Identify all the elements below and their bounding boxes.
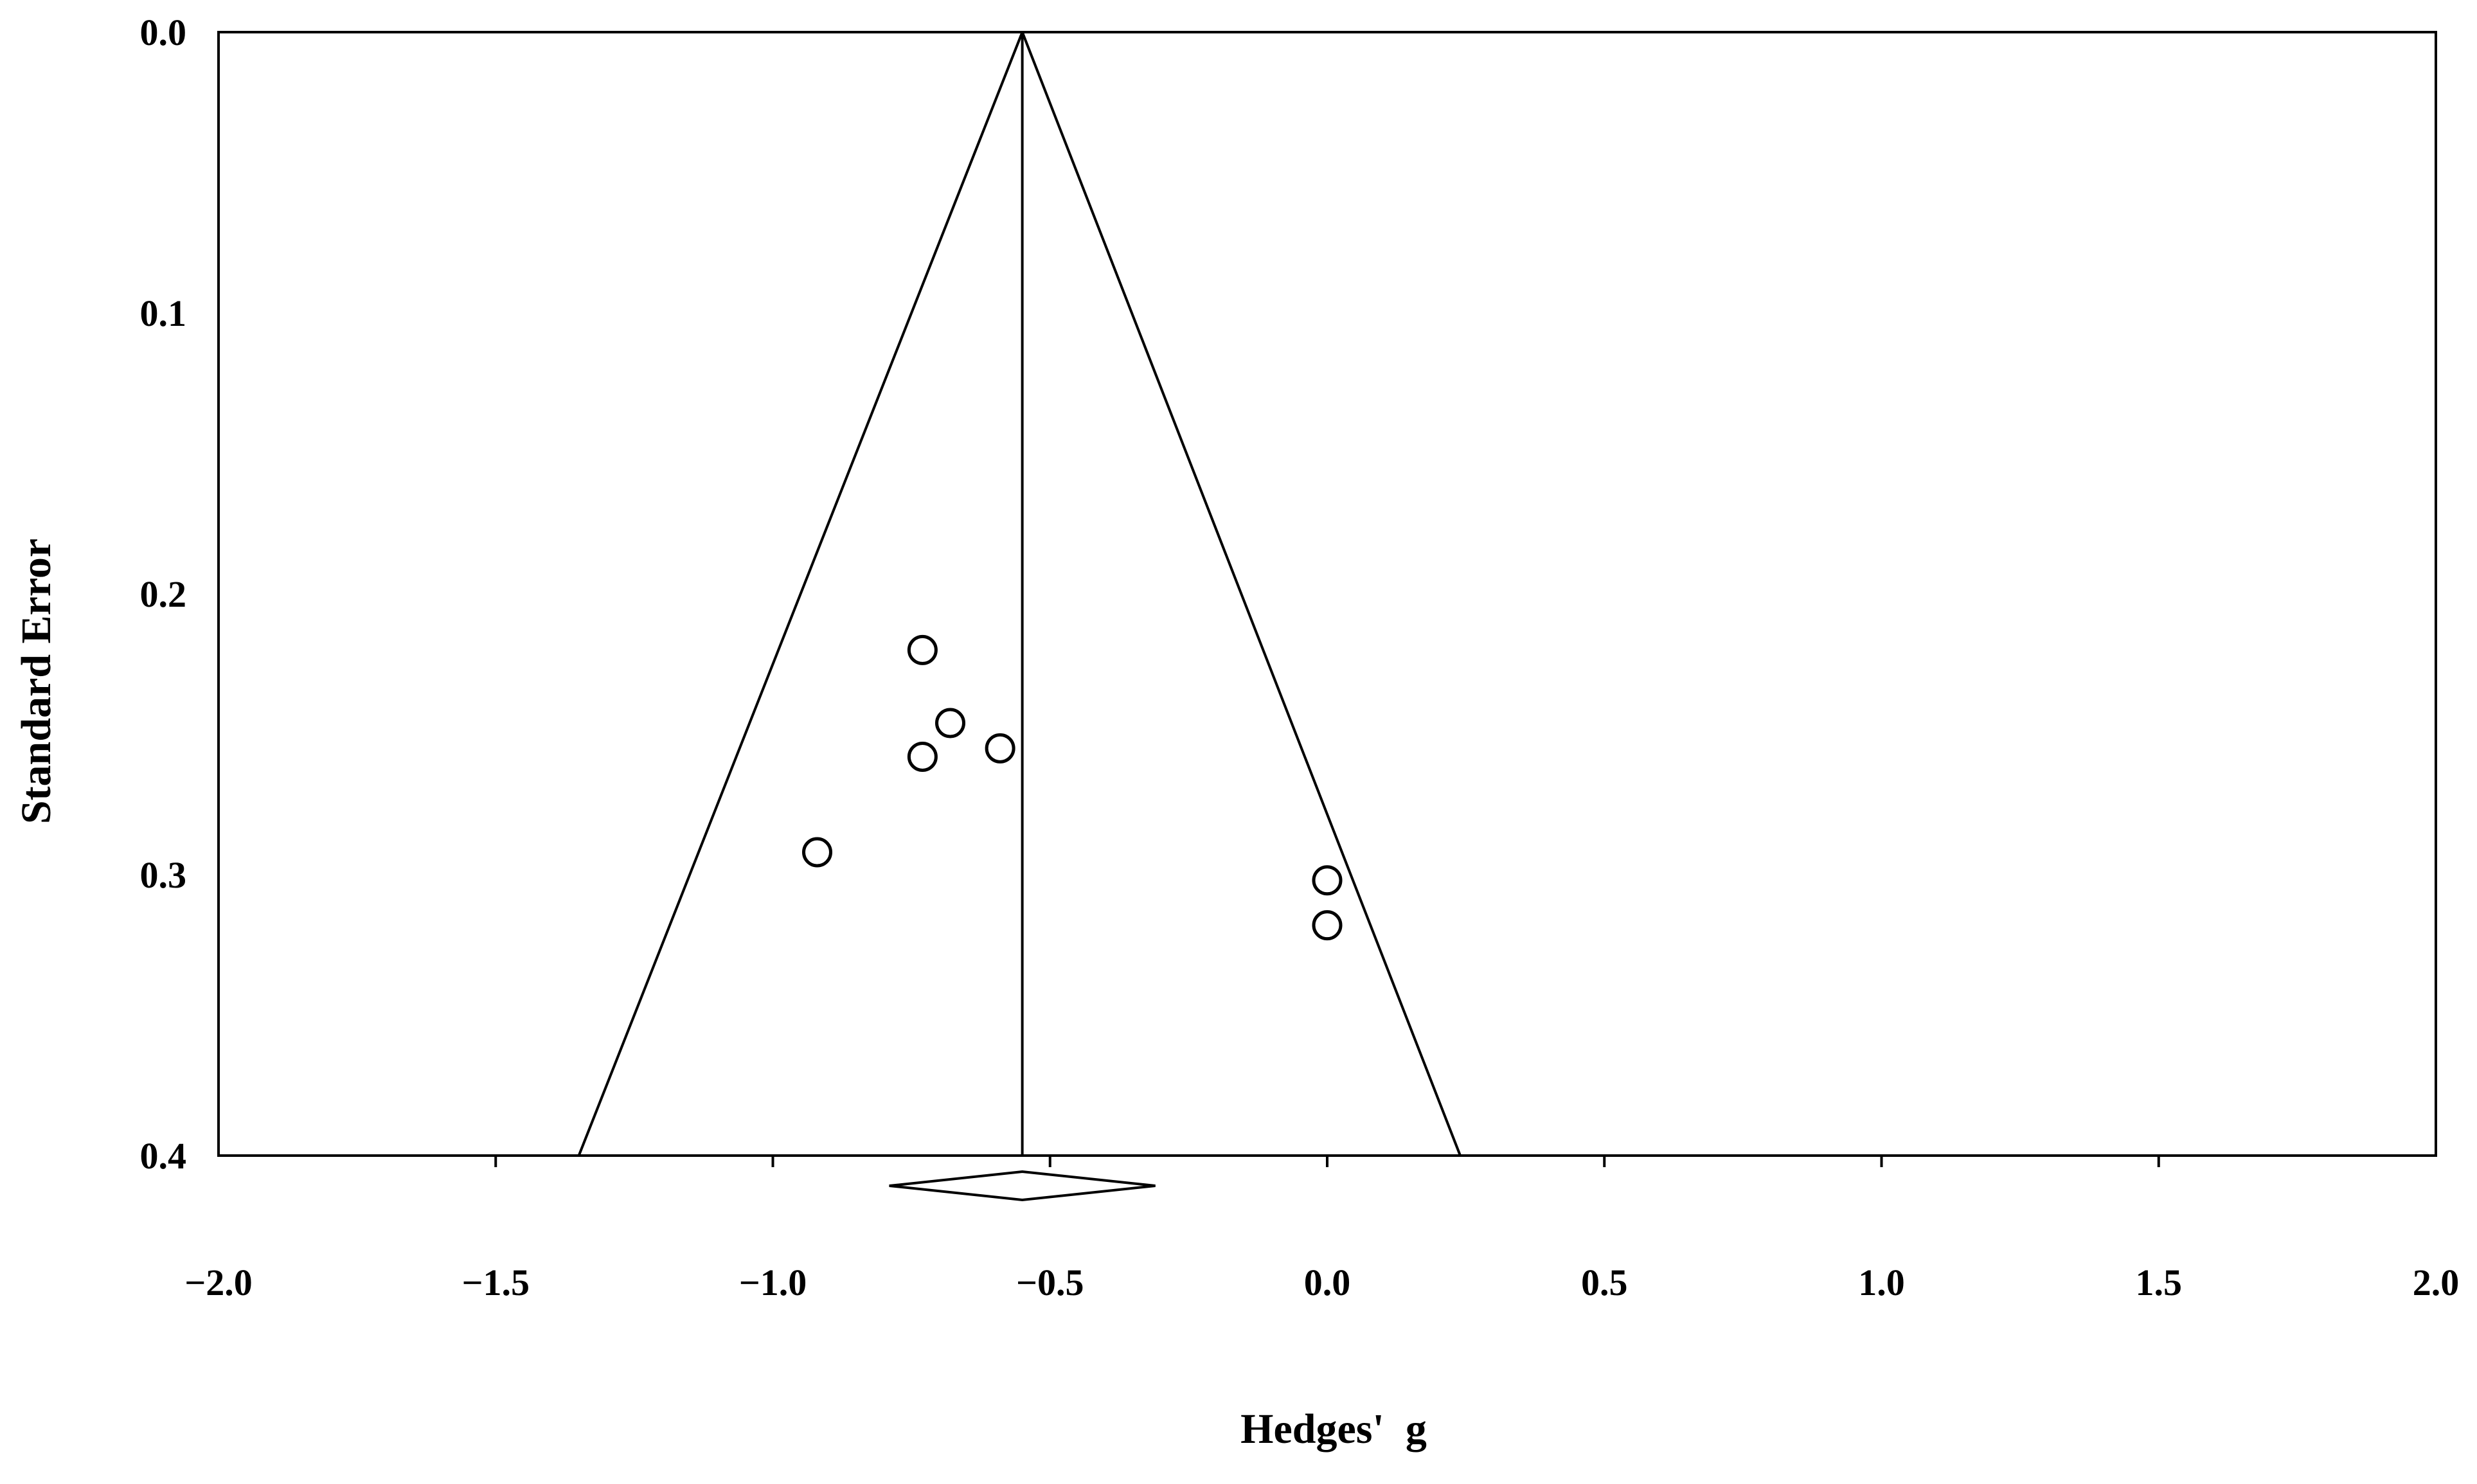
x-tick-label: 1.0: [1858, 1262, 1905, 1303]
study-point: [935, 708, 965, 738]
study-points: [802, 634, 1343, 941]
y-tick-label: 0.1: [140, 292, 187, 334]
y-axis: 0.0 0.1 0.2 0.3 0.4: [140, 12, 187, 1177]
summary-diamond-layer: [889, 1170, 1156, 1202]
x-tick-label: 1.5: [2136, 1262, 2183, 1303]
plot-frame: [217, 31, 2437, 1157]
study-point: [907, 741, 938, 772]
y-tick-label: 0.3: [140, 854, 187, 896]
x-tick-label: −2.0: [184, 1262, 253, 1303]
x-tick-label: −0.5: [1016, 1262, 1084, 1303]
summary-diamond: [889, 1170, 1156, 1202]
x-axis: −2.0 −1.5 −1.0 −0.5 0.0 0.5 1.0 1.5 2.0: [184, 1156, 2459, 1303]
y-tick-label: 0.2: [140, 573, 187, 615]
study-point: [1312, 910, 1343, 941]
x-axis-title: Hedges' g: [1240, 1406, 1427, 1453]
x-tick-label: −1.5: [461, 1262, 530, 1303]
funnel-left-line: [577, 31, 1024, 1156]
x-tick-label: 2.0: [2413, 1262, 2460, 1303]
funnel-right-line: [1021, 31, 1462, 1156]
x-tick-label: 0.0: [1304, 1262, 1351, 1303]
funnel-layer: [577, 31, 1462, 1156]
y-tick-label: 0.0: [140, 12, 187, 53]
study-point: [907, 634, 938, 665]
y-axis-title: Standard Error: [13, 539, 60, 824]
study-point: [1312, 865, 1343, 896]
y-tick-label: 0.4: [140, 1135, 187, 1177]
study-point: [985, 733, 1015, 764]
study-point: [802, 837, 832, 868]
x-tick-label: 0.5: [1581, 1262, 1628, 1303]
x-tick-label: −1.0: [739, 1262, 807, 1303]
